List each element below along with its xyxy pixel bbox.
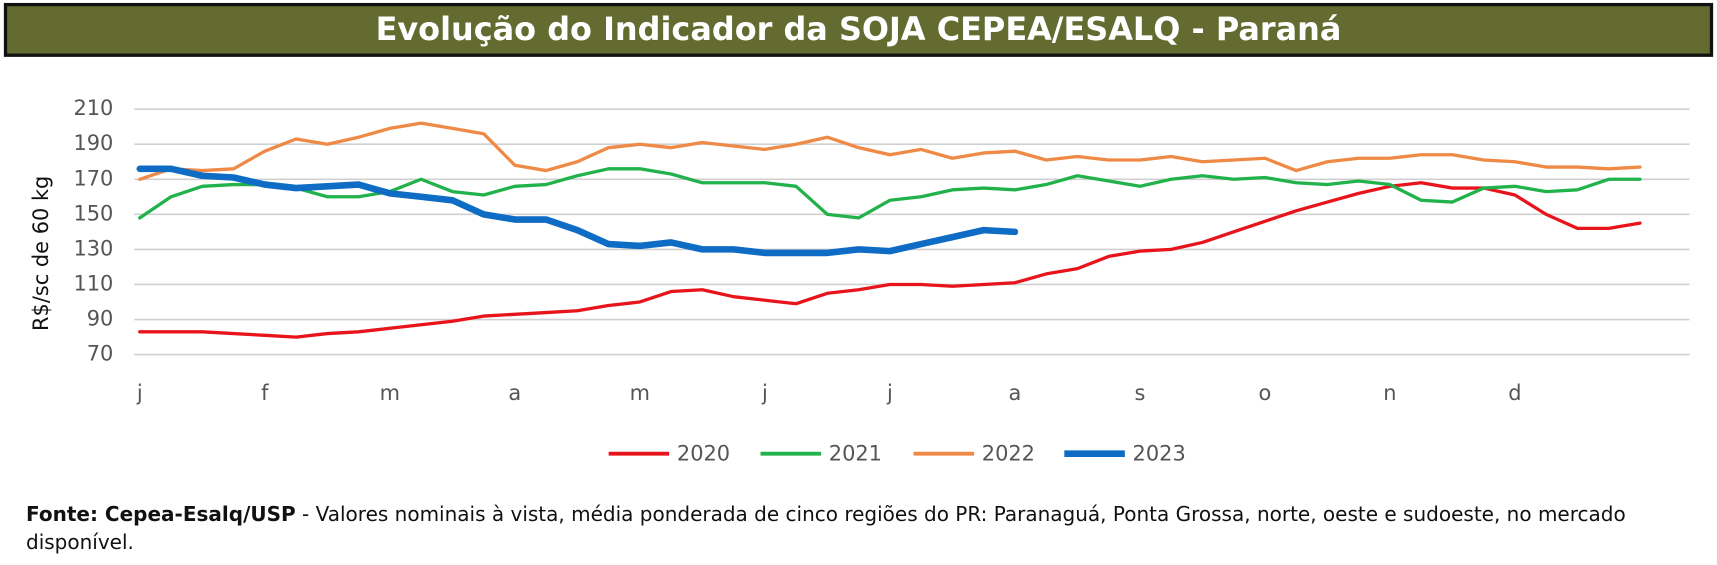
- source: Fonte: Cepea-Esalq/USP: [26, 502, 296, 526]
- y-tick-label: 130: [73, 236, 113, 260]
- chart-title: Evolução do Indicador da SOJA CEPEA/ESAL…: [376, 10, 1342, 48]
- legend-label: 2021: [829, 442, 882, 466]
- y-tick-label: 70: [87, 342, 114, 366]
- x-tick-label: n: [1383, 381, 1396, 405]
- x-tick-label: d: [1508, 381, 1521, 405]
- legend-label: 2022: [982, 442, 1035, 466]
- x-tick-label: s: [1134, 381, 1145, 405]
- x-tick-label: o: [1259, 381, 1272, 405]
- legend-label: 2020: [677, 442, 730, 466]
- y-axis-label: R$/sc de 60 kg: [29, 176, 53, 331]
- y-tick-label: 150: [73, 201, 113, 225]
- line-series: [138, 121, 1642, 181]
- y-tick-label: 210: [73, 96, 113, 120]
- line-series: [138, 181, 1642, 339]
- x-tick-label: j: [761, 381, 768, 405]
- legend-label: 2023: [1133, 442, 1186, 466]
- note: - Valores nominais à vista, média ponder…: [26, 502, 1626, 554]
- x-tick-label: m: [630, 381, 650, 405]
- x-tick-label: a: [1008, 381, 1021, 405]
- x-tick-label: a: [508, 381, 521, 405]
- x-tick-label: m: [380, 381, 400, 405]
- y-tick-label: 110: [73, 271, 113, 295]
- y-tick-label: 90: [87, 307, 114, 331]
- title-bar: [3, 2, 1714, 57]
- x-tick-label: j: [886, 381, 893, 405]
- x-tick-label: j: [136, 381, 143, 405]
- line-series: [136, 165, 1019, 257]
- x-tick-label: f: [261, 381, 269, 405]
- y-tick-label: 170: [73, 166, 113, 190]
- line-series: [138, 167, 1642, 220]
- footnote: Fonte: Cepea-Esalq/USP - Valores nominai…: [26, 500, 1636, 556]
- y-tick-label: 190: [73, 131, 113, 155]
